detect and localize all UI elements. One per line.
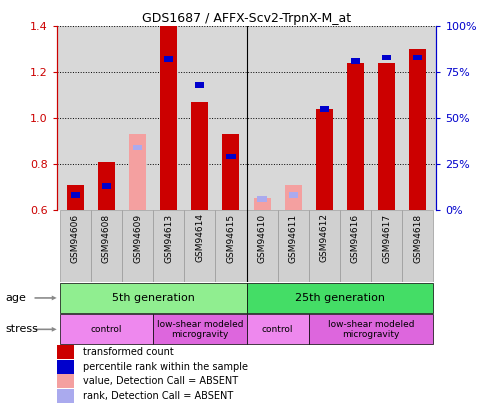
- Text: GSM94618: GSM94618: [413, 213, 422, 262]
- Text: control: control: [91, 325, 122, 334]
- Bar: [319, 106, 329, 112]
- FancyBboxPatch shape: [57, 374, 74, 388]
- Text: GSM94611: GSM94611: [289, 213, 298, 262]
- FancyBboxPatch shape: [278, 210, 309, 282]
- Bar: [351, 58, 360, 64]
- Bar: [347, 63, 364, 210]
- FancyBboxPatch shape: [122, 210, 153, 282]
- FancyBboxPatch shape: [215, 210, 246, 282]
- FancyBboxPatch shape: [57, 360, 74, 374]
- Text: 5th generation: 5th generation: [112, 293, 195, 303]
- FancyBboxPatch shape: [184, 210, 215, 282]
- Text: value, Detection Call = ABSENT: value, Detection Call = ABSENT: [83, 376, 239, 386]
- Text: GSM94615: GSM94615: [226, 213, 236, 262]
- FancyBboxPatch shape: [309, 314, 433, 344]
- Title: GDS1687 / AFFX-Scv2-TrpnX-M_at: GDS1687 / AFFX-Scv2-TrpnX-M_at: [142, 12, 351, 25]
- FancyBboxPatch shape: [91, 210, 122, 282]
- Bar: [284, 185, 302, 210]
- Text: control: control: [262, 325, 293, 334]
- FancyBboxPatch shape: [57, 389, 74, 403]
- Bar: [226, 154, 236, 160]
- Bar: [102, 183, 111, 189]
- FancyBboxPatch shape: [371, 210, 402, 282]
- FancyBboxPatch shape: [153, 210, 184, 282]
- FancyBboxPatch shape: [246, 314, 309, 344]
- Bar: [191, 102, 209, 210]
- Bar: [98, 162, 115, 210]
- Bar: [253, 198, 271, 210]
- Bar: [133, 145, 142, 150]
- Text: 25th generation: 25th generation: [295, 293, 385, 303]
- FancyBboxPatch shape: [60, 210, 91, 282]
- Text: GSM94613: GSM94613: [164, 213, 173, 262]
- Text: transformed count: transformed count: [83, 347, 174, 357]
- Bar: [316, 109, 333, 210]
- Bar: [70, 192, 80, 198]
- Bar: [378, 63, 395, 210]
- FancyBboxPatch shape: [402, 210, 433, 282]
- Text: GSM94610: GSM94610: [257, 213, 267, 262]
- Bar: [195, 82, 205, 88]
- FancyBboxPatch shape: [153, 314, 246, 344]
- Text: GSM94608: GSM94608: [102, 213, 111, 262]
- Text: rank, Detection Call = ABSENT: rank, Detection Call = ABSENT: [83, 391, 234, 401]
- Bar: [382, 55, 391, 60]
- Bar: [257, 196, 267, 202]
- FancyBboxPatch shape: [246, 210, 278, 282]
- FancyBboxPatch shape: [309, 210, 340, 282]
- Bar: [288, 192, 298, 198]
- Text: low-shear modeled
microgravity: low-shear modeled microgravity: [328, 320, 414, 339]
- Text: percentile rank within the sample: percentile rank within the sample: [83, 362, 248, 372]
- Text: low-shear modeled
microgravity: low-shear modeled microgravity: [157, 320, 243, 339]
- FancyBboxPatch shape: [340, 210, 371, 282]
- Text: stress: stress: [5, 324, 38, 335]
- FancyBboxPatch shape: [246, 283, 433, 313]
- Bar: [129, 134, 146, 210]
- Bar: [164, 56, 174, 62]
- Bar: [67, 185, 84, 210]
- Text: GSM94616: GSM94616: [351, 213, 360, 262]
- Text: GSM94606: GSM94606: [71, 213, 80, 262]
- FancyBboxPatch shape: [60, 314, 153, 344]
- Bar: [413, 55, 423, 60]
- Bar: [160, 26, 177, 210]
- Text: age: age: [5, 293, 26, 303]
- Text: GSM94617: GSM94617: [382, 213, 391, 262]
- Bar: [409, 49, 426, 210]
- Text: GSM94614: GSM94614: [195, 213, 204, 262]
- Text: GSM94609: GSM94609: [133, 213, 142, 262]
- Text: GSM94612: GSM94612: [320, 213, 329, 262]
- FancyBboxPatch shape: [57, 345, 74, 359]
- Bar: [222, 134, 240, 210]
- FancyBboxPatch shape: [60, 283, 246, 313]
